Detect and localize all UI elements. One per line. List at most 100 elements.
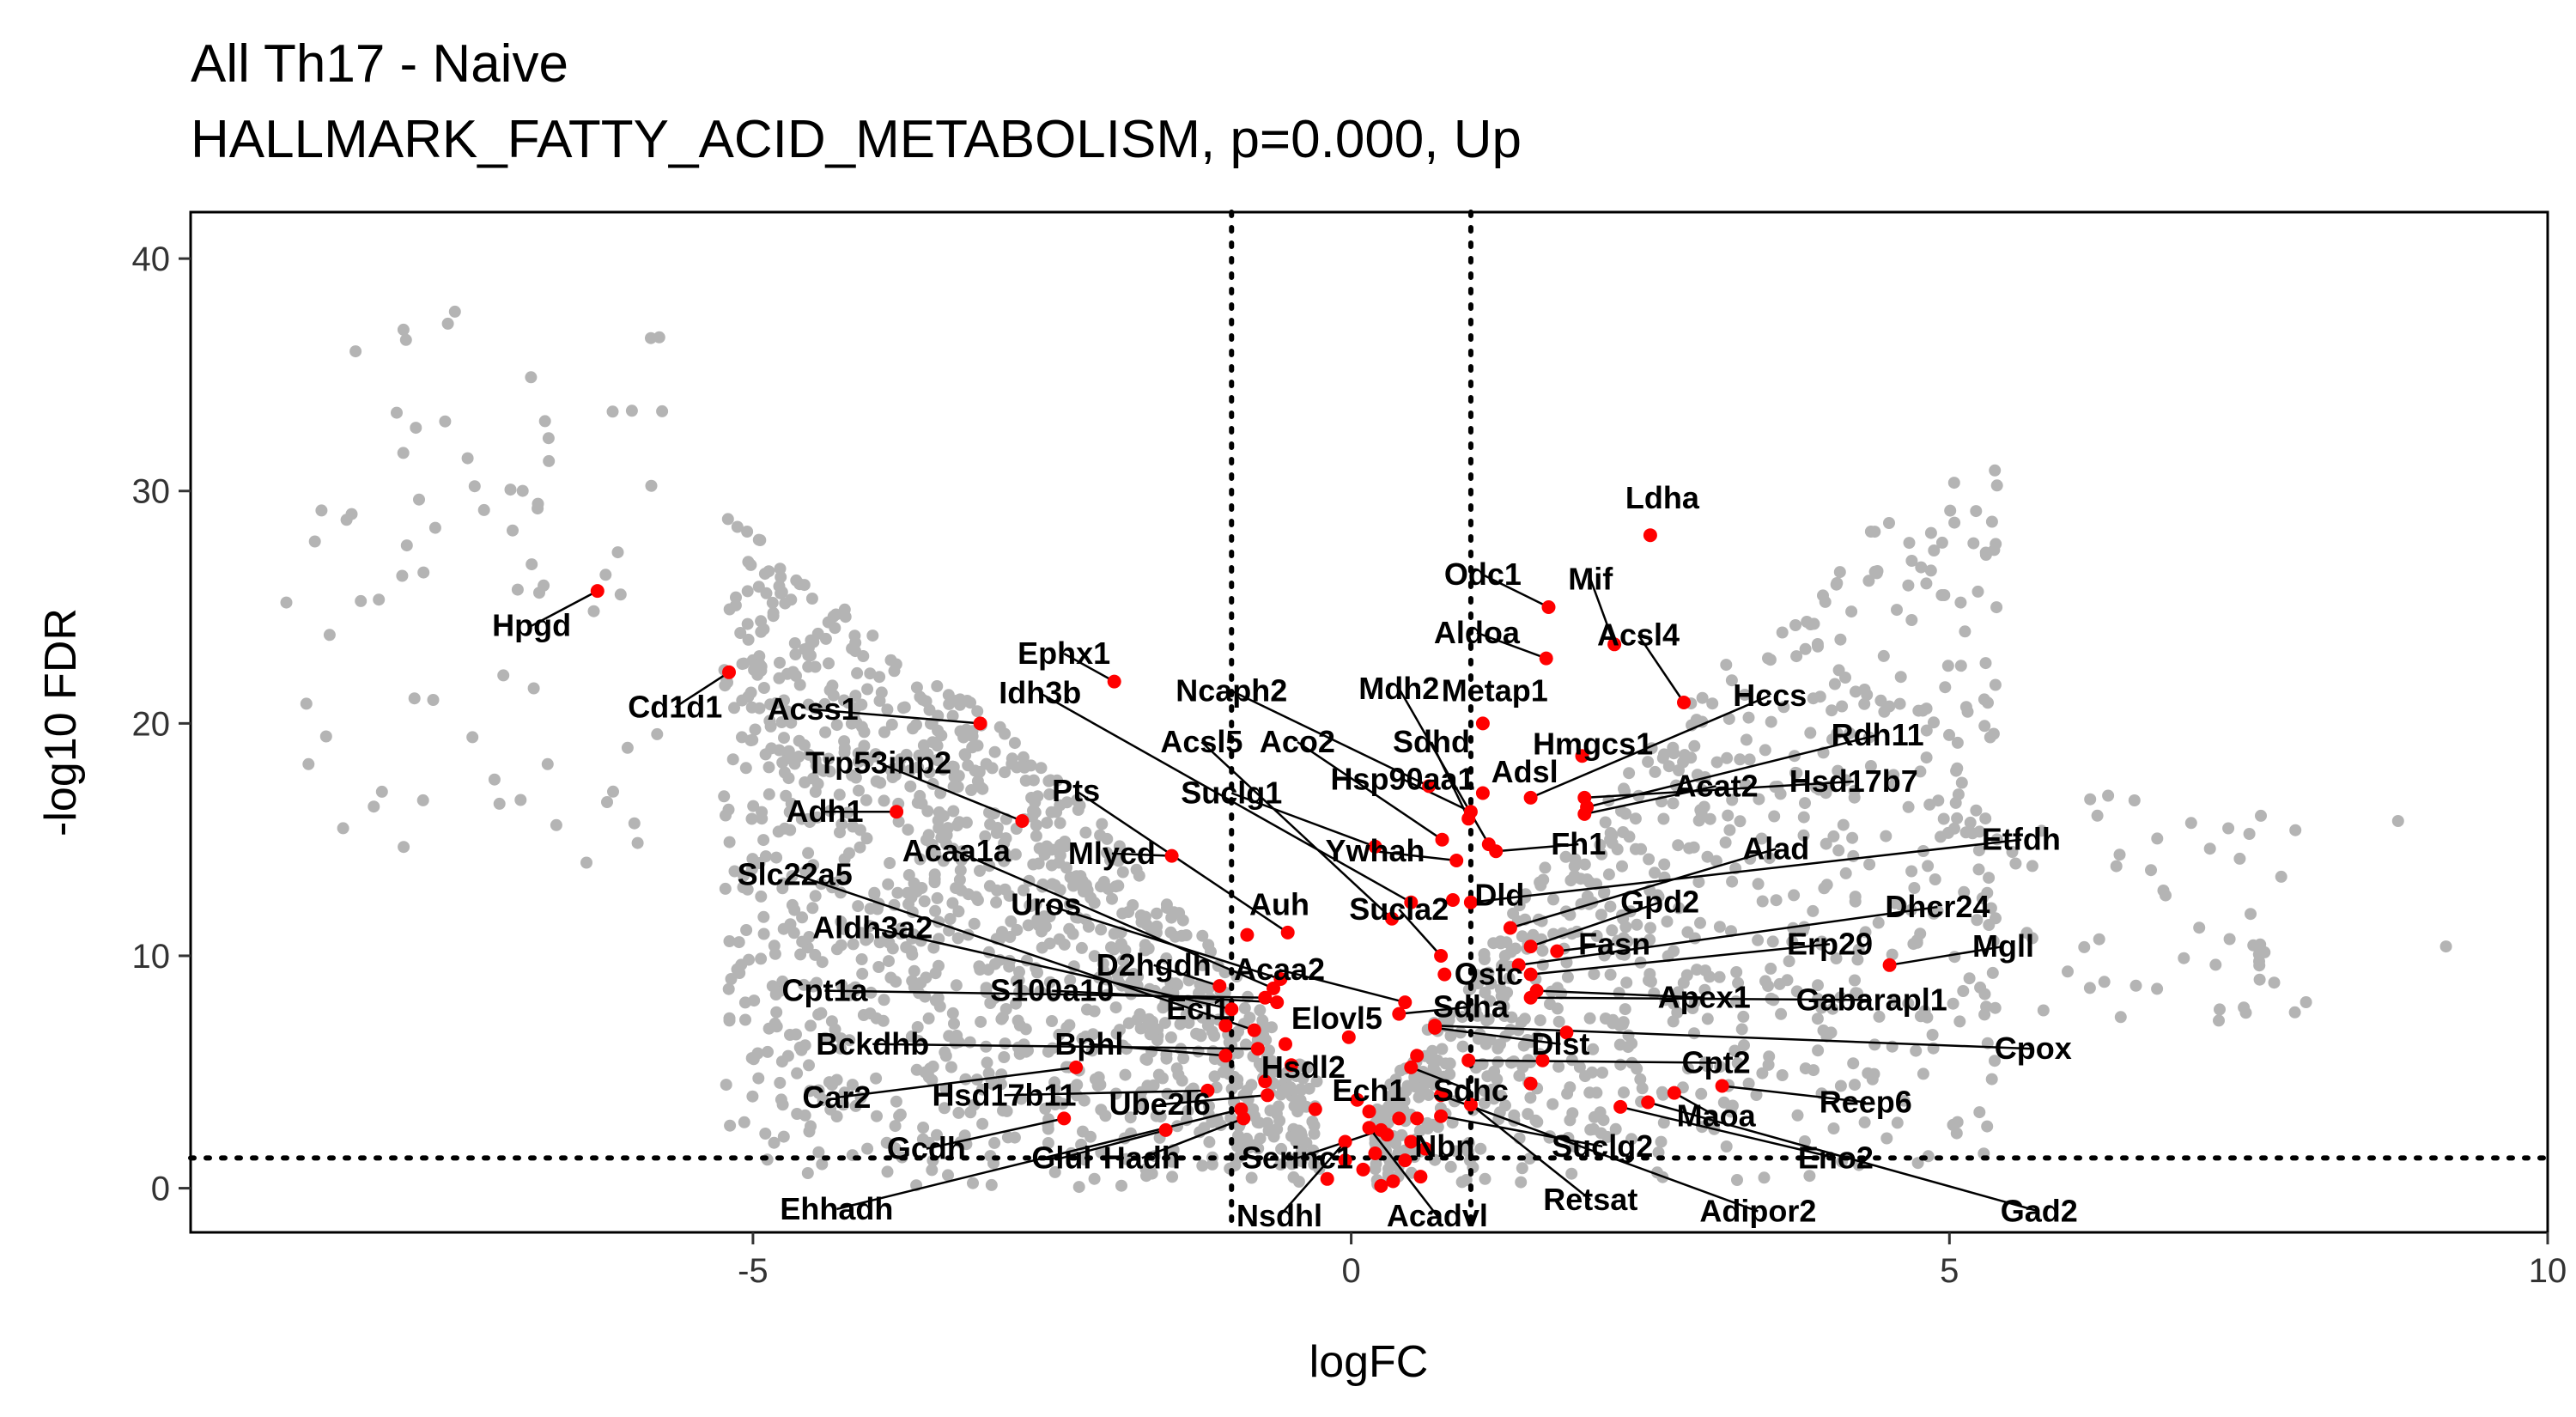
background-point: [1776, 1069, 1789, 1081]
background-point: [2439, 940, 2452, 953]
highlighted-point: [1523, 990, 1538, 1005]
background-point: [1247, 1103, 1260, 1116]
background-point: [1070, 794, 1083, 806]
label-connector: [1039, 692, 1412, 903]
gene-label: Fasn: [1578, 926, 1650, 961]
background-point: [1877, 649, 1890, 662]
highlighted-point: [1577, 790, 1592, 805]
background-point: [1195, 983, 1208, 996]
gene-label: Acat2: [1674, 768, 1759, 803]
background-point: [2245, 908, 2257, 921]
background-point: [1394, 1064, 1406, 1077]
background-point: [1310, 1075, 1323, 1088]
background-point: [1016, 759, 1029, 772]
background-point: [1813, 783, 1826, 796]
background-point: [1891, 604, 1903, 617]
background-point: [1981, 1120, 1994, 1133]
background-point: [728, 702, 740, 715]
background-point: [980, 986, 993, 998]
background-point: [1828, 678, 1841, 690]
background-point: [938, 1102, 951, 1115]
background-point: [550, 818, 562, 831]
background-point: [1224, 1111, 1237, 1124]
background-point: [954, 693, 967, 706]
background-point: [1949, 796, 1962, 809]
background-point: [738, 996, 751, 1009]
gene-label: Etfdh: [1982, 822, 2061, 857]
background-point: [908, 964, 920, 977]
background-point: [780, 789, 793, 802]
highlighted-point: [1356, 1162, 1370, 1177]
highlighted-point: [1434, 1109, 1449, 1123]
background-point: [1947, 997, 1959, 1010]
background-point: [1953, 1015, 1966, 1028]
background-point: [1951, 812, 1964, 824]
gene-label: Reep6: [1820, 1085, 1912, 1120]
background-point: [2222, 822, 2235, 835]
background-point: [2009, 857, 2022, 870]
background-point: [1160, 952, 1173, 964]
background-point: [1499, 1099, 1511, 1112]
background-point: [1623, 830, 1636, 843]
background-point: [752, 1072, 765, 1085]
label-connector: [1075, 789, 1289, 934]
background-point: [762, 788, 775, 800]
background-point: [488, 773, 501, 786]
label-connector: [1470, 1104, 1592, 1201]
background-point: [1917, 704, 1929, 717]
background-point: [1694, 916, 1706, 929]
background-point: [846, 1079, 859, 1092]
background-point: [525, 371, 538, 384]
background-point: [1775, 1007, 1788, 1020]
background-point: [976, 782, 989, 795]
gene-label: Metap1: [1442, 673, 1548, 708]
background-point: [928, 876, 941, 889]
label-connector: [1061, 1128, 1166, 1159]
background-point: [950, 882, 963, 895]
gene-label: Maoa: [1677, 1098, 1757, 1134]
background-point: [1512, 1024, 1525, 1037]
background-point: [1088, 950, 1101, 963]
background-point: [775, 1055, 788, 1068]
background-point: [1597, 1114, 1610, 1127]
background-point: [1140, 1054, 1153, 1067]
background-point: [1844, 727, 1856, 739]
background-point: [1985, 515, 1998, 528]
background-point: [774, 563, 787, 575]
background-point: [1868, 1038, 1881, 1051]
background-point: [958, 748, 971, 761]
background-point: [1737, 1010, 1750, 1023]
background-point: [973, 765, 986, 778]
gene-label: Adipor2: [1699, 1194, 1816, 1229]
background-point: [1886, 948, 1899, 961]
gene-label: Bckdhb: [816, 1026, 929, 1061]
background-point: [1770, 894, 1783, 907]
gene-label: Suclg1: [1181, 775, 1282, 811]
highlighted-point: [1273, 972, 1288, 986]
highlighted-point: [1541, 600, 1556, 614]
background-point: [1238, 1002, 1251, 1014]
background-point: [1763, 1050, 1776, 1063]
highlighted-point: [1224, 1002, 1239, 1017]
background-point: [1959, 625, 1971, 638]
background-point: [2129, 979, 2142, 992]
highlighted-point: [1434, 949, 1449, 963]
background-point: [1935, 536, 1948, 549]
highlighted-point: [1218, 1019, 1233, 1033]
label-connector: [836, 1108, 1242, 1211]
background-point: [2288, 1006, 2301, 1019]
background-point: [1731, 1174, 1743, 1186]
gene-label: Acaa2: [1234, 952, 1325, 987]
background-point: [1291, 1105, 1304, 1118]
background-point: [1003, 890, 1016, 903]
background-point: [1726, 875, 1739, 888]
background-point: [855, 927, 868, 940]
background-point: [910, 1063, 923, 1076]
label-connector: [1440, 1094, 1759, 1213]
background-point: [890, 1095, 902, 1108]
label-connector: [1584, 780, 1854, 800]
background-point: [1928, 716, 1940, 729]
background-point: [1152, 1068, 1165, 1081]
label-connector: [1722, 1085, 1866, 1104]
gene-label: Trp53inp2: [805, 745, 951, 780]
